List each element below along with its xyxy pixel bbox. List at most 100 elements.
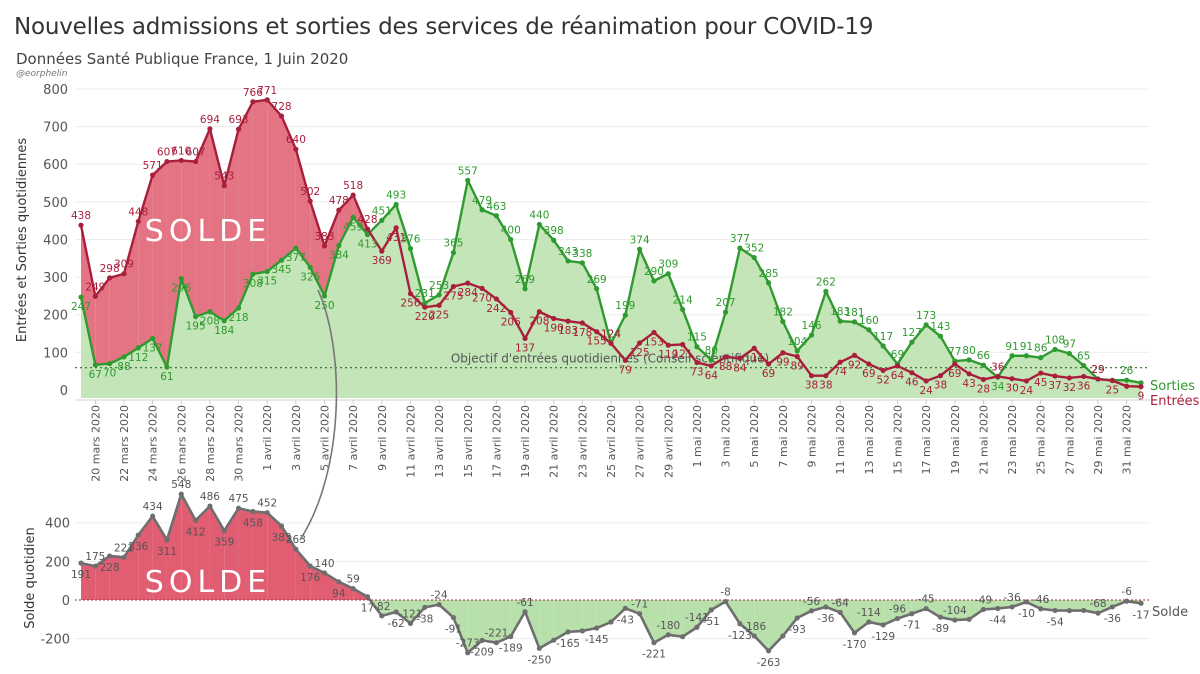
entrees-data-label: 448 bbox=[128, 206, 148, 218]
sorties-data-label: 400 bbox=[501, 224, 521, 236]
solde-point bbox=[708, 607, 714, 613]
solde-fill-segment bbox=[295, 149, 311, 268]
entrees-data-label: 571 bbox=[143, 160, 163, 172]
x-tick-label: 5 avril 2020 bbox=[319, 405, 332, 471]
solde-data-label: -141 bbox=[685, 612, 709, 624]
entrees-point bbox=[250, 99, 256, 105]
x-tick-label: 28 mars 2020 bbox=[204, 405, 217, 482]
sorties-data-label: 315 bbox=[257, 275, 277, 287]
sorties-data-label: 91 bbox=[1020, 341, 1033, 353]
solde-area-segment bbox=[467, 600, 483, 653]
entrees-data-label: 178 bbox=[572, 327, 592, 339]
sorties-point bbox=[364, 231, 371, 238]
solde-data-label: 434 bbox=[143, 501, 163, 513]
sorties-point bbox=[479, 207, 485, 213]
solde-area-segment bbox=[1040, 600, 1056, 611]
x-tick-label: 13 avril 2020 bbox=[433, 405, 446, 478]
entrees-point bbox=[751, 345, 757, 351]
entrees-data-label: 383 bbox=[314, 231, 334, 243]
sorties-point bbox=[966, 357, 972, 363]
solde-point bbox=[880, 622, 886, 628]
entrees-data-label: 24 bbox=[919, 385, 933, 397]
x-tick-label: 27 mai 2020 bbox=[1063, 405, 1076, 475]
entrees-point bbox=[966, 371, 972, 377]
solde-point bbox=[565, 629, 571, 635]
entrees-point bbox=[808, 373, 815, 379]
sorties-point bbox=[92, 362, 98, 368]
entrees-point bbox=[221, 183, 227, 189]
solde-data-label: -186 bbox=[742, 621, 766, 633]
entrees-point bbox=[207, 126, 213, 132]
solde-fill-segment bbox=[195, 128, 210, 317]
solde-point bbox=[651, 640, 657, 646]
y-tick-label: 100 bbox=[43, 346, 68, 361]
solde-point bbox=[637, 611, 643, 617]
solde-point bbox=[579, 628, 585, 634]
solde-data-label: -6 bbox=[1121, 586, 1132, 598]
sorties-data-label: 195 bbox=[186, 321, 206, 333]
sorties-data-label: 290 bbox=[644, 266, 664, 278]
sorties-point bbox=[823, 288, 829, 295]
entrees-data-label: 52 bbox=[876, 374, 889, 386]
sorties-data-label: 80 bbox=[705, 345, 718, 357]
x-tick-label: 7 avril 2020 bbox=[347, 405, 360, 471]
sorties-data-label: 69 bbox=[891, 349, 904, 361]
solde-point bbox=[665, 632, 671, 638]
sorties-data-label: 377 bbox=[286, 252, 306, 264]
solde-area-segment bbox=[553, 600, 569, 641]
sorties-point bbox=[536, 221, 542, 228]
entrees-point bbox=[536, 309, 542, 315]
entrees-data-label: 29 bbox=[1091, 364, 1104, 376]
solde-data-label: -8 bbox=[720, 587, 730, 599]
sorties-data-label: 262 bbox=[816, 276, 836, 288]
entrees-data-label: 242 bbox=[486, 303, 506, 315]
entrees-point bbox=[450, 283, 457, 290]
series-label-entrees: Entrées bbox=[1150, 394, 1200, 409]
entrees-point bbox=[894, 363, 901, 369]
solde-area-segment bbox=[109, 555, 124, 600]
entrees-point bbox=[379, 248, 385, 254]
entrees-point bbox=[135, 218, 141, 225]
solde-data-label: -209 bbox=[470, 646, 494, 658]
solde-area-segment bbox=[123, 535, 139, 600]
entrees-data-label: 36 bbox=[1077, 380, 1091, 392]
solde-point bbox=[1081, 607, 1087, 614]
sorties-point bbox=[522, 286, 528, 292]
entrees-point bbox=[522, 335, 528, 342]
sorties-data-label: 160 bbox=[859, 315, 879, 327]
sorties-data-label: 88 bbox=[117, 361, 130, 373]
solde-data-label: -71 bbox=[631, 599, 648, 611]
y-tick-label: 0 bbox=[62, 594, 70, 609]
solde-point bbox=[694, 624, 700, 630]
solde-data-label: -24 bbox=[431, 590, 448, 602]
entrees-point bbox=[465, 280, 471, 286]
solde-area-segment bbox=[267, 512, 282, 600]
solde-data-label: -17 bbox=[1132, 609, 1149, 621]
entrees-data-label: 124 bbox=[601, 328, 621, 340]
x-tick-label: 19 mai 2020 bbox=[949, 405, 962, 475]
sorties-point bbox=[880, 343, 886, 349]
sorties-point bbox=[1038, 355, 1044, 361]
sorties-data-label: 398 bbox=[544, 225, 564, 237]
solde-area-segment bbox=[224, 508, 239, 600]
entrees-data-label: 64 bbox=[891, 370, 905, 382]
entrees-point bbox=[407, 291, 414, 297]
entrees-data-label: 693 bbox=[229, 114, 249, 126]
solde-point bbox=[235, 505, 242, 511]
solde-area-segment bbox=[782, 600, 798, 636]
solde-point bbox=[164, 537, 170, 543]
solde-data-label: 336 bbox=[128, 541, 148, 553]
solde-point bbox=[465, 650, 471, 656]
y-tick-label: 400 bbox=[45, 517, 70, 532]
solde-area-segment bbox=[152, 516, 167, 600]
entrees-data-label: 607 bbox=[186, 147, 206, 159]
sorties-point bbox=[794, 348, 800, 354]
sorties-data-label: 343 bbox=[558, 246, 578, 258]
solde-area-segment bbox=[883, 600, 898, 625]
sorties-point bbox=[278, 257, 285, 263]
solde-data-label: -250 bbox=[527, 654, 551, 666]
entrees-data-label: 46 bbox=[905, 377, 919, 389]
y-axis-label: Solde quotidien bbox=[23, 527, 38, 628]
solde-area-segment bbox=[797, 600, 812, 618]
sorties-point bbox=[135, 345, 141, 351]
